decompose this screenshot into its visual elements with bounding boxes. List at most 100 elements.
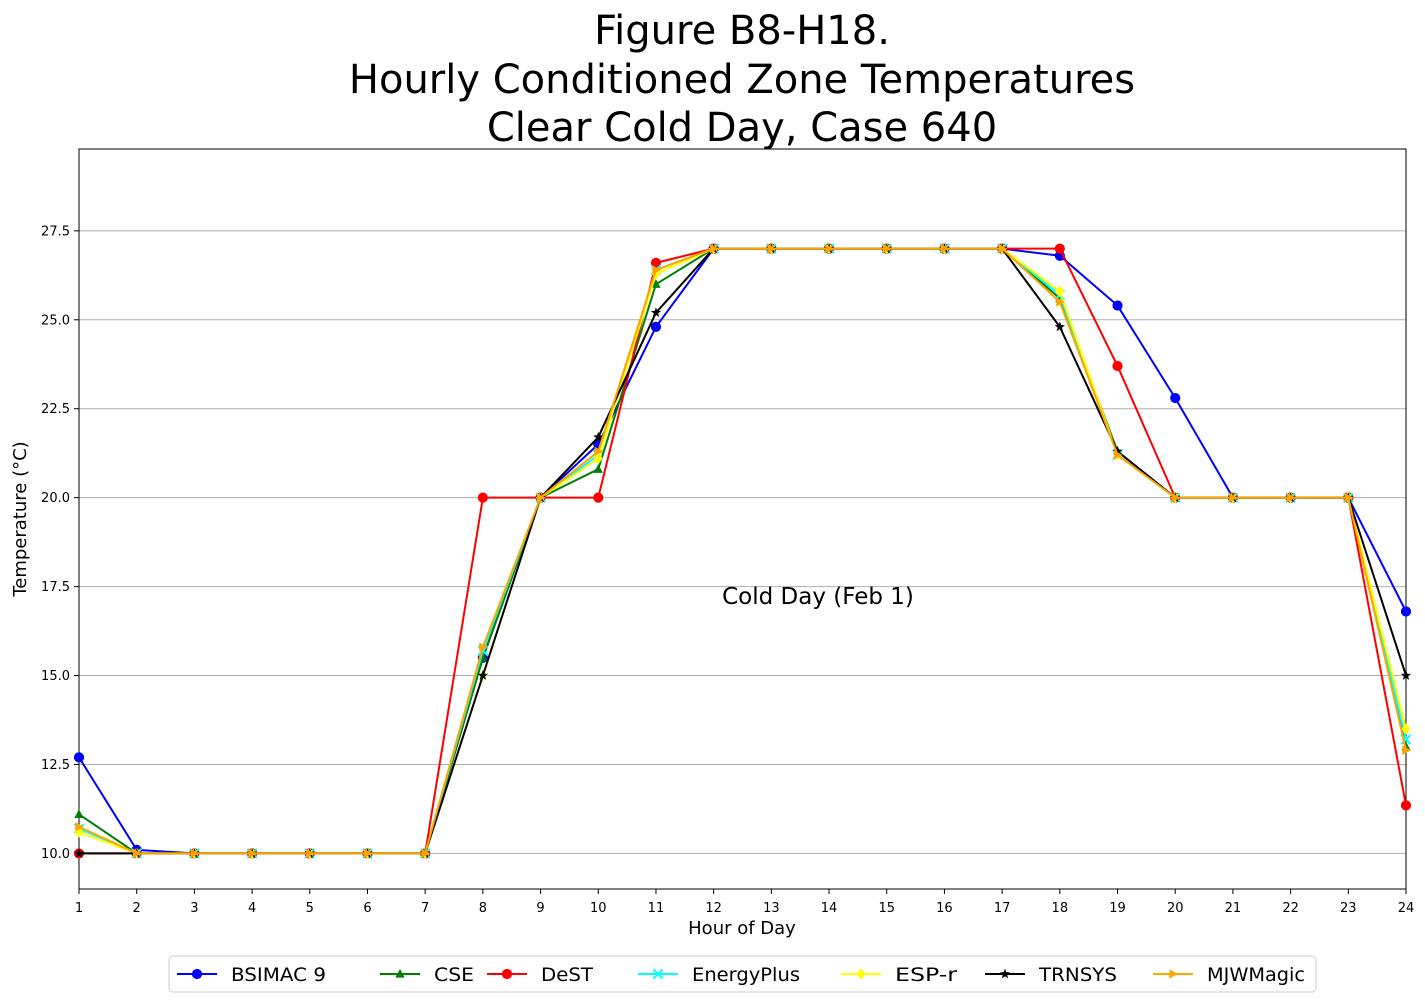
- data-point-cse: [593, 464, 603, 473]
- data-point-mjwmagic: [479, 642, 488, 652]
- data-point-trnsys: [73, 848, 85, 858]
- x-tick-label: 5: [306, 901, 314, 916]
- data-point-mjwmagic: [1286, 493, 1296, 503]
- series-line-trnsys: [79, 247, 1407, 855]
- data-point-mjwmagic: [709, 244, 719, 254]
- legend-label: ESP-r: [895, 964, 957, 986]
- x-tick-label: 22: [1282, 901, 1299, 916]
- legend-item-trnsys: TRNSYS: [985, 964, 1117, 986]
- series-energyplus: [73, 243, 1412, 859]
- legend-marker: [999, 968, 1011, 979]
- series-mjwmagic: [75, 244, 1412, 859]
- data-point-trnsys: [477, 670, 489, 680]
- x-tick-label: 10: [590, 901, 607, 916]
- data-point-mjwmagic: [75, 822, 85, 832]
- data-point-trnsys: [1112, 446, 1123, 456]
- y-tick-label: 20.0: [41, 491, 70, 506]
- axes: 10.012.515.017.520.022.525.027.51 2 3 4 5 6 7 8…: [41, 224, 1414, 916]
- legend-label: EnergyPlus: [692, 964, 800, 986]
- data-point-esp-r: [1055, 285, 1065, 297]
- data-point-mjwmagic: [825, 244, 835, 254]
- y-axis-label: Temperature (°C): [10, 441, 31, 597]
- x-axis-label: Hour of Day: [688, 918, 796, 939]
- data-point-trnsys: [1054, 321, 1065, 332]
- grid-lines: [79, 230, 1406, 854]
- data-point-mjwmagic: [1171, 493, 1181, 503]
- data-point-mjwmagic: [1402, 745, 1412, 755]
- data-point-bsimac-9: [650, 321, 662, 332]
- legend-label: TRNSYS: [1038, 964, 1117, 986]
- title-line-3: Clear Cold Day, Case 640: [487, 105, 997, 151]
- series-dest: [73, 243, 1412, 859]
- series-layer: [73, 243, 1412, 860]
- data-point-trnsys: [1400, 670, 1412, 680]
- data-point-mjwmagic: [306, 848, 315, 859]
- data-point-mjwmagic: [767, 244, 777, 254]
- data-point-dest: [1400, 800, 1412, 811]
- data-point-esp-r: [593, 452, 603, 465]
- legend-item-dest: DeST: [487, 964, 593, 986]
- data-point-mjwmagic: [1344, 493, 1354, 503]
- series-line-cse: [78, 247, 1407, 855]
- series-line-dest: [79, 247, 1407, 855]
- legend-marker: [856, 968, 866, 980]
- legend-marker: [1169, 969, 1179, 979]
- x-tick-label: 23: [1340, 901, 1357, 916]
- data-point-esp-r: [74, 826, 84, 838]
- data-point-mjwmagic: [248, 848, 258, 859]
- x-tick-label: 1: [75, 901, 83, 916]
- data-point-cse: [74, 809, 84, 818]
- series-line-mjwmagic: [78, 247, 1407, 855]
- x-tick-label: 13: [763, 901, 780, 916]
- x-tick-label: 7: [421, 901, 429, 916]
- legend-label: CSE: [434, 964, 474, 986]
- legend-label: MJWMagic: [1207, 964, 1305, 986]
- legend-item-cse: CSE: [380, 964, 474, 986]
- data-point-mjwmagic: [883, 244, 892, 254]
- y-tick-label: 10.0: [41, 847, 70, 862]
- x-tick-label: 2: [133, 901, 141, 916]
- x-tick-label: 3: [190, 901, 198, 916]
- plot-area: [78, 148, 1407, 890]
- data-point-dest: [593, 492, 604, 503]
- chart-title: Figure B8-H18. Hourly Conditioned Zone T…: [349, 8, 1135, 151]
- x-tick-label: 9: [536, 901, 544, 916]
- series-line-bsimac-9: [78, 247, 1407, 855]
- legend-marker: [191, 968, 203, 980]
- data-point-mjwmagic: [652, 265, 662, 275]
- series-cse: [74, 243, 1411, 858]
- data-point-mjwmagic: [998, 244, 1008, 254]
- series-esp-r: [74, 243, 1411, 860]
- data-point-mjwmagic: [363, 848, 373, 859]
- x-tick-label: 17: [994, 901, 1011, 916]
- legend-item-bsimac-9: BSIMAC 9: [177, 964, 326, 986]
- series-line-esp-r: [78, 247, 1407, 855]
- x-tick-label: 18: [1052, 901, 1069, 916]
- annotation-label: Cold Day (Feb 1): [722, 584, 914, 610]
- legend-marker: [501, 968, 513, 980]
- y-tick-label: 12.5: [41, 758, 70, 773]
- legend-marker: [652, 968, 664, 980]
- data-point-esp-r: [1401, 723, 1411, 735]
- data-point-dest: [1054, 243, 1065, 254]
- legend-item-mjwmagic: MJWMagic: [1153, 964, 1305, 986]
- data-point-mjwmagic: [421, 848, 431, 859]
- data-point-mjwmagic: [940, 244, 950, 254]
- legend-item-energyplus: EnergyPlus: [638, 964, 800, 986]
- legend-item-esp-r: ESP-r: [841, 964, 957, 986]
- x-tick-label: 14: [821, 901, 838, 916]
- title-line-2: Hourly Conditioned Zone Temperatures: [349, 57, 1135, 103]
- y-tick-label: 25.0: [41, 313, 70, 328]
- x-tick-label: 4: [248, 901, 256, 916]
- data-point-trnsys: [650, 307, 662, 318]
- x-tick-label: 21: [1225, 901, 1242, 916]
- x-tick-label: 6: [363, 901, 371, 916]
- data-point-bsimac-9: [1112, 300, 1123, 311]
- x-tick-label: 20: [1167, 901, 1184, 916]
- data-point-bsimac-9: [1170, 392, 1181, 404]
- legend-label: DeST: [541, 964, 593, 986]
- legend-box: [168, 955, 1317, 993]
- legend: BSIMAC 9 CSE DeST EnergyPlus ESP-r TRNSYS MJWM…: [168, 955, 1317, 993]
